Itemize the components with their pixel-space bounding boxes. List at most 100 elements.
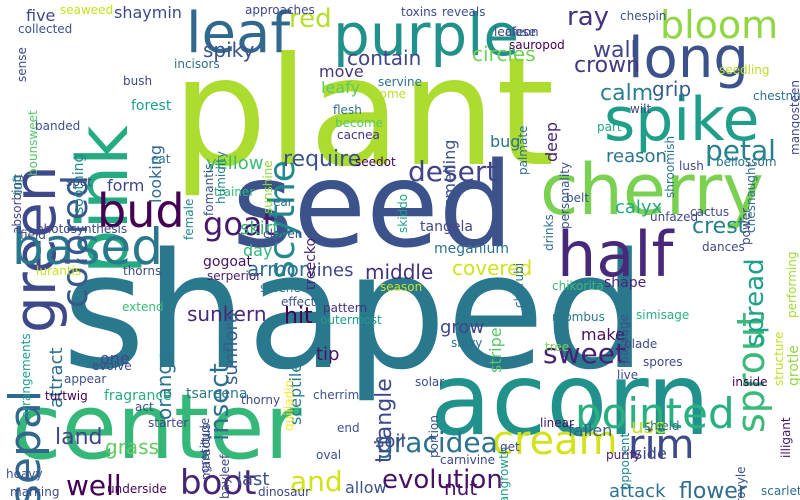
word-cacnea: cacnea: [337, 128, 380, 142]
word-yellow: yellow: [206, 153, 264, 174]
word-side: side: [634, 444, 667, 463]
word-bayleef: bayleef: [218, 454, 232, 499]
word-blade: blade: [624, 337, 658, 351]
word-forest: forest: [131, 98, 172, 114]
word-incisors: incisors: [174, 57, 220, 71]
word-acorn: acorn: [430, 341, 711, 458]
word-purple: purple: [333, 1, 520, 69]
word-tuft: tuft: [11, 173, 25, 195]
word-sense: sense: [15, 47, 29, 82]
word-contain: contain: [347, 46, 422, 70]
word-maractus: maractus: [199, 423, 213, 481]
word-appear: appear: [64, 372, 107, 386]
word-fallen: fallen: [568, 421, 613, 440]
word-serperior: serperior: [207, 269, 262, 283]
word-shroomish: shroomish: [663, 135, 677, 198]
word-plant: plant: [172, 26, 555, 200]
word-bud: bud: [97, 184, 185, 238]
word-chestnut: chestnut: [753, 89, 800, 103]
word-close: close: [505, 25, 536, 39]
word-tangela: tangela: [420, 219, 473, 235]
word-effect: effect: [281, 295, 316, 309]
word-linear: linear: [540, 416, 574, 430]
word-turtwig: turtwig: [45, 389, 88, 403]
word-structure: structure: [772, 331, 786, 386]
word-circles: circles: [472, 42, 536, 66]
word-heavy: heavy: [6, 467, 43, 481]
word-quilladin: quilladin: [282, 379, 296, 431]
word-grass: grass: [105, 435, 160, 459]
word-seaweed: seaweed: [60, 3, 114, 17]
word-sauropod: sauropod: [509, 38, 565, 52]
word-chikorita: chikorita: [552, 279, 604, 293]
word-evolution: evolution: [382, 465, 503, 495]
word-starter: starter: [148, 416, 189, 430]
word-get: get: [500, 440, 520, 454]
word-servine: servine: [378, 75, 422, 89]
word-ear: ear: [273, 195, 293, 209]
word-sunflora: sunflora: [221, 312, 242, 385]
word-shield: shield: [644, 419, 680, 433]
word-center: center: [12, 375, 302, 480]
word-chespin: chespin: [620, 9, 667, 23]
word-wall: wall: [593, 38, 637, 63]
word-part: part: [597, 120, 622, 134]
word-grotle: grotle: [786, 345, 800, 386]
word-long: long: [628, 26, 749, 91]
word-hit: hit: [284, 304, 313, 329]
word-land: land: [55, 425, 103, 450]
word-rim: rim: [628, 422, 695, 468]
word-goat: goat: [203, 205, 276, 243]
word-tip: tip: [316, 344, 340, 365]
word-stripe: stripe: [486, 327, 505, 373]
word-seedling: seedling: [719, 63, 770, 77]
word-photosynthesis: photosynthesis: [36, 222, 128, 236]
word-act: act: [135, 400, 154, 414]
word-marking: marking: [10, 485, 60, 499]
word-belt: belt: [566, 191, 590, 205]
word-rhombus: rhombus: [552, 310, 605, 324]
word-inside: inside: [732, 375, 768, 389]
word-underside: underside: [107, 482, 167, 496]
word-illigant: illigant: [779, 417, 793, 458]
word-unfazed: unfazed: [650, 210, 699, 224]
word-form: form: [107, 176, 145, 195]
word-field: field: [20, 228, 46, 242]
word-mangosteen: mangosteen: [788, 80, 800, 155]
word-bloom: bloom: [660, 3, 779, 47]
word-passage: passage: [617, 314, 631, 364]
word-bush: bush: [123, 74, 153, 88]
word-lush: lush: [679, 159, 704, 173]
word-move: move: [319, 62, 364, 81]
word-performing: performing: [785, 251, 799, 318]
word-arrangements: arrangements: [19, 333, 33, 418]
word-skiddo: skiddo: [396, 193, 410, 233]
word-red: red: [289, 4, 332, 34]
word-simisage: simisage: [636, 308, 690, 322]
word-grow: grow: [440, 317, 485, 338]
word-use: use: [631, 414, 667, 438]
word-ray: ray: [567, 2, 610, 32]
word-orange: orange: [152, 349, 176, 420]
word-lurantis: lurantis: [36, 264, 82, 278]
word-calyx: calyx: [615, 197, 663, 218]
word-armor: armor: [247, 257, 308, 281]
word-toxins: toxins: [401, 5, 437, 19]
word-carnivine: carnivine: [440, 453, 496, 467]
word-crest: crest: [692, 214, 747, 239]
word-one: one: [100, 349, 130, 368]
word-leafeon: leafeon: [494, 25, 539, 39]
word-calm: calm: [600, 81, 654, 106]
word-smelling: smelling: [440, 139, 459, 207]
word-meganium: meganium: [434, 241, 509, 257]
word-approaches: approaches: [245, 3, 315, 17]
word-collected: collected: [18, 22, 73, 36]
word-spores: spores: [643, 355, 683, 369]
word-flesh: flesh: [333, 103, 362, 117]
word-covered: covered: [452, 256, 533, 280]
word-cherubi: cherubi: [512, 262, 526, 308]
word-oval: oval: [316, 448, 342, 462]
word-leaf: leaf: [186, 1, 291, 66]
word-extend: extend: [122, 300, 164, 314]
word-come: come: [373, 87, 407, 101]
